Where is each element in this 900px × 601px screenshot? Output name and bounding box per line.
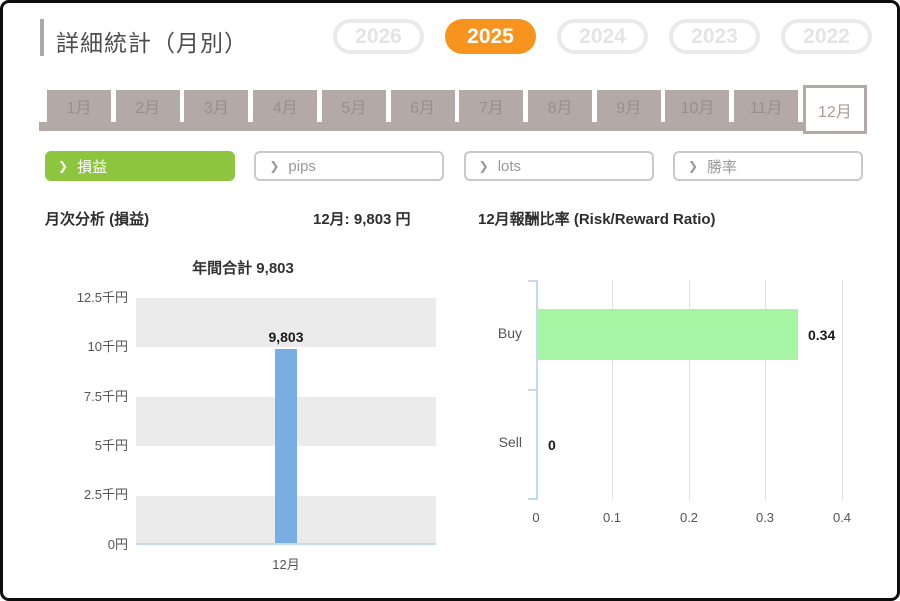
axis-tick [528, 389, 536, 391]
monthly-profit-chart: 年間合計 9,803 12.5千円 10千円 7.5千円 5千円 2.5千円 0… [43, 253, 443, 588]
gridline [612, 280, 613, 500]
month-tab-6[interactable]: 6月 [390, 90, 455, 122]
filter-pips-label: pips [288, 157, 316, 175]
y-tick-label: 7.5千円 [83, 389, 128, 404]
x-tick-label: 12月 [272, 557, 300, 572]
filter-winrate-label: 勝率 [707, 158, 738, 176]
month-tab-9[interactable]: 9月 [596, 90, 661, 122]
monthly-analysis-heading: 月次分析 (損益) [45, 211, 150, 228]
filter-pips-button[interactable]: ❯ pips [254, 151, 445, 181]
risk-reward-heading: 12月報酬比率 (Risk/Reward Ratio) [478, 211, 716, 228]
month-tab-2[interactable]: 2月 [115, 90, 180, 122]
month-tab-4[interactable]: 4月 [253, 90, 318, 122]
profit-bar-value: 9,803 [268, 329, 304, 345]
axis-tick [528, 280, 536, 282]
title-accent-bar [40, 19, 44, 56]
year-pill-2026[interactable]: 2026 [333, 19, 424, 54]
month-tab-11[interactable]: 11月 [734, 90, 799, 122]
year-pill-2023[interactable]: 2023 [669, 19, 760, 54]
month-tab-12[interactable]: 12月 [802, 85, 867, 134]
month-total-value: 12月: 9,803 円 [313, 211, 411, 228]
filter-profit-button[interactable]: ❯ 損益 [45, 151, 235, 181]
grid-band [136, 298, 436, 348]
month-tabbar-baseline [39, 122, 867, 131]
year-pill-2025[interactable]: 2025 [445, 19, 536, 54]
x-tick-label: 0.1 [602, 510, 622, 525]
x-tick-label: 0.4 [832, 510, 852, 525]
filter-profit-label: 損益 [77, 158, 108, 176]
y-tick-label: 10千円 [87, 339, 128, 354]
buy-bar [538, 309, 798, 360]
gridline [765, 280, 766, 500]
month-tab-8[interactable]: 8月 [528, 90, 593, 122]
chevron-icon: ❯ [478, 159, 489, 173]
month-tab-1[interactable]: 1月 [47, 90, 111, 122]
chevron-icon: ❯ [269, 159, 280, 173]
filter-lots-button[interactable]: ❯ lots [463, 151, 654, 181]
gridline [842, 280, 843, 500]
x-tick-label: 0 [532, 510, 540, 525]
month-tab-10[interactable]: 10月 [665, 90, 730, 122]
axis-tick [528, 498, 536, 500]
profit-bar [275, 349, 297, 543]
plot-area: 0.34 0 [528, 280, 880, 500]
annual-total-title: 年間合計 9,803 [192, 260, 294, 277]
chevron-icon: ❯ [58, 159, 69, 173]
y-tick-label: 5千円 [94, 438, 128, 453]
month-tab-5[interactable]: 5月 [321, 90, 386, 122]
y-tick-label: 0円 [107, 537, 128, 552]
filter-winrate-button[interactable]: ❯ 勝率 [672, 151, 863, 181]
y-tick-label: 12.5千円 [76, 290, 128, 305]
filter-lots-label: lots [497, 157, 522, 175]
y-tick-label: 2.5千円 [83, 487, 128, 502]
metric-filters: ❯ 損益 ❯ pips ❯ lots ❯ 勝率 [45, 151, 863, 181]
chevron-icon: ❯ [687, 159, 699, 173]
category-label-sell: Sell [498, 434, 522, 450]
x-tick-label: 0.2 [679, 510, 699, 525]
gridline [689, 280, 690, 500]
category-label-buy: Buy [497, 325, 522, 341]
sell-bar-value: 0 [548, 437, 556, 453]
year-selector: 2026 2025 2024 2023 2022 [333, 19, 872, 54]
y-axis-line [536, 280, 538, 500]
x-axis-line [136, 543, 436, 545]
year-pill-2022[interactable]: 2022 [781, 19, 872, 54]
x-tick-label: 0.3 [755, 510, 775, 525]
month-tabs: 1月 2月 3月 4月 5月 6月 7月 8月 9月 10月 11月 12月 [47, 85, 867, 134]
buy-bar-value: 0.34 [808, 327, 836, 343]
plot-area: 9,803 [136, 298, 436, 545]
page-title: 詳細統計（月別） [56, 30, 248, 56]
year-pill-2024[interactable]: 2024 [557, 19, 648, 54]
month-tab-3[interactable]: 3月 [184, 90, 249, 122]
risk-reward-chart: Buy Sell 0.34 0 0 0.1 0.2 0.3 0.4 [478, 256, 897, 586]
month-tab-7[interactable]: 7月 [459, 90, 524, 122]
